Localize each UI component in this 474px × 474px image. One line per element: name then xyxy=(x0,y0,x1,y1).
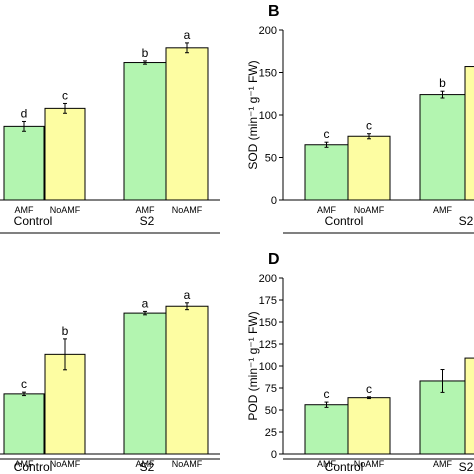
significance-letter: b xyxy=(142,46,149,60)
y-tick-label: 0 xyxy=(271,449,277,461)
significance-letter: a xyxy=(142,296,149,310)
bar-noamf xyxy=(165,47,209,201)
bar-category-label: AMF xyxy=(317,459,337,469)
y-tick-label: 125 xyxy=(259,339,277,351)
y-tick-label: 75 xyxy=(265,383,277,395)
bar-noamf xyxy=(464,357,474,455)
significance-letter: d xyxy=(21,106,28,120)
group-label: S2 xyxy=(459,214,474,228)
bar-category-label: AMF xyxy=(15,459,35,469)
group-label: Control xyxy=(325,460,364,474)
significance-letter: c xyxy=(366,382,372,396)
bar-category-label: NoAMF xyxy=(50,459,81,469)
y-axis-label: SOD (min⁻¹ g⁻¹ FW) xyxy=(246,60,260,169)
significance-letter: a xyxy=(184,28,191,42)
y-tick-label: 50 xyxy=(265,153,277,165)
bar-noamf xyxy=(464,66,474,201)
significance-letter: c xyxy=(21,377,27,391)
bar-category-label: NoAMF xyxy=(172,459,203,469)
bar-amf xyxy=(419,94,466,201)
bar-category-label: NoAMF xyxy=(172,205,203,215)
bar-category-label: AMF xyxy=(433,205,453,215)
significance-letter: c xyxy=(366,119,372,133)
bar-amf xyxy=(3,125,45,201)
bar-amf xyxy=(3,393,45,455)
panel-letter: D xyxy=(268,251,280,268)
y-tick-label: 0 xyxy=(271,195,277,207)
y-tick-label: 150 xyxy=(259,317,277,329)
y-tick-label: 25 xyxy=(265,427,277,439)
bar-noamf xyxy=(44,107,86,201)
y-tick-label: 200 xyxy=(259,273,277,285)
y-axis-label: POD (min⁻¹ g⁻¹ FW) xyxy=(246,311,260,420)
significance-letter: c xyxy=(324,387,330,401)
group-label: Control xyxy=(14,214,53,228)
bar-category-label: AMF xyxy=(15,205,35,215)
y-tick-label: 50 xyxy=(265,405,277,417)
bar-category-label: AMF xyxy=(136,459,156,469)
bar-noamf xyxy=(165,305,209,455)
group-label: S2 xyxy=(140,214,155,228)
significance-letter: c xyxy=(62,88,68,102)
group-label: Control xyxy=(325,214,364,228)
bar-category-label: AMF xyxy=(433,459,453,469)
bar-category-label: AMF xyxy=(317,205,337,215)
group-label: S2 xyxy=(459,460,474,474)
bar-category-label: NoAMF xyxy=(50,205,81,215)
bar-category-label: NoAMF xyxy=(354,205,385,215)
y-tick-label: 150 xyxy=(259,68,277,80)
bar-amf xyxy=(123,62,167,201)
group-label: S2 xyxy=(140,460,155,474)
significance-letter: a xyxy=(184,288,191,302)
bar-amf xyxy=(304,144,349,201)
group-label: Control xyxy=(14,460,53,474)
significance-letter: c xyxy=(324,127,330,141)
y-tick-label: 200 xyxy=(259,25,277,37)
bar-amf xyxy=(123,312,167,455)
bar-amf xyxy=(304,404,349,455)
bar-category-label: NoAMF xyxy=(354,459,385,469)
bar-noamf xyxy=(347,135,391,201)
panel-letter: B xyxy=(268,3,280,20)
significance-letter: b xyxy=(62,324,69,338)
significance-letter: b xyxy=(439,76,446,90)
bar-noamf xyxy=(347,397,391,455)
y-tick-label: 100 xyxy=(259,361,277,373)
bar-noamf xyxy=(44,353,86,455)
y-tick-label: 100 xyxy=(259,110,277,122)
y-tick-label: 175 xyxy=(259,295,277,307)
bar-category-label: AMF xyxy=(136,205,156,215)
